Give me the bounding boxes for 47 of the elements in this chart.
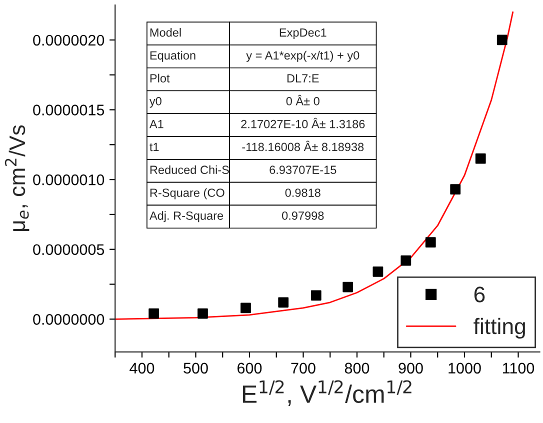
y-tick-label: 0.0000010 xyxy=(33,174,104,186)
annotation: Equation xyxy=(150,50,196,62)
point xyxy=(310,290,322,301)
annotation: 0.9818 xyxy=(285,188,320,197)
annotation: -118.16008 Â± 8.18938 xyxy=(242,140,364,152)
y-axis-title: μ$_{e}$, cm$^{2}$/Vs xyxy=(4,125,30,232)
point xyxy=(148,308,160,319)
legend-label: 6 xyxy=(474,286,485,302)
annotation: 0.97998 xyxy=(282,211,324,220)
annotation: 2.17027E-10 Â± 1.3186 xyxy=(241,118,365,128)
annotation: t1 xyxy=(150,142,159,152)
legend-label: fitting xyxy=(474,318,525,339)
annotation: DL7:E xyxy=(287,74,319,82)
x-tick-label: 800 xyxy=(344,362,370,374)
point xyxy=(198,308,208,319)
annotation: ExpDec1 xyxy=(280,28,326,40)
point xyxy=(372,266,384,277)
point xyxy=(496,34,508,46)
annotation: y0 xyxy=(149,97,162,108)
point xyxy=(342,282,354,292)
annotation: Model xyxy=(150,28,181,37)
annotation: Plot xyxy=(150,74,170,82)
point xyxy=(240,302,251,314)
point xyxy=(278,297,289,308)
annotation: 6.93707E-15 xyxy=(270,166,336,174)
annotation: 0 Â± 0 xyxy=(286,94,320,106)
annotation: Adj. R-Square xyxy=(149,211,224,222)
annotation: y = A1*exp(-x/t1) + y0 xyxy=(246,50,360,62)
point xyxy=(475,153,486,164)
x-tick-label: 900 xyxy=(398,362,423,374)
x-tick-label: 700 xyxy=(291,362,316,374)
annotation: R-Square (CO xyxy=(150,188,224,200)
point xyxy=(400,255,412,266)
x-axis-title: E$^{1/2}$, V$^{1/2}$/cm$^{1/2}$ xyxy=(242,380,412,406)
point xyxy=(450,184,461,195)
y-tick-label: 0.0000020 xyxy=(33,34,104,46)
x-tick-label: 1100 xyxy=(502,362,534,374)
y-tick-label: 0.0000005 xyxy=(33,244,104,256)
x-tick-label: 500 xyxy=(184,362,208,374)
x-tick-label: 600 xyxy=(238,362,262,374)
y-tick-label: 0.0000015 xyxy=(33,104,104,116)
x-tick-label: 1000 xyxy=(448,362,481,374)
y-tick-label: 0.0000000 xyxy=(33,314,104,325)
point xyxy=(425,237,436,248)
annotation: Reduced Chi-S xyxy=(150,165,229,174)
x-tick-label: 400 xyxy=(130,362,154,374)
annotation: A1 xyxy=(149,120,164,128)
